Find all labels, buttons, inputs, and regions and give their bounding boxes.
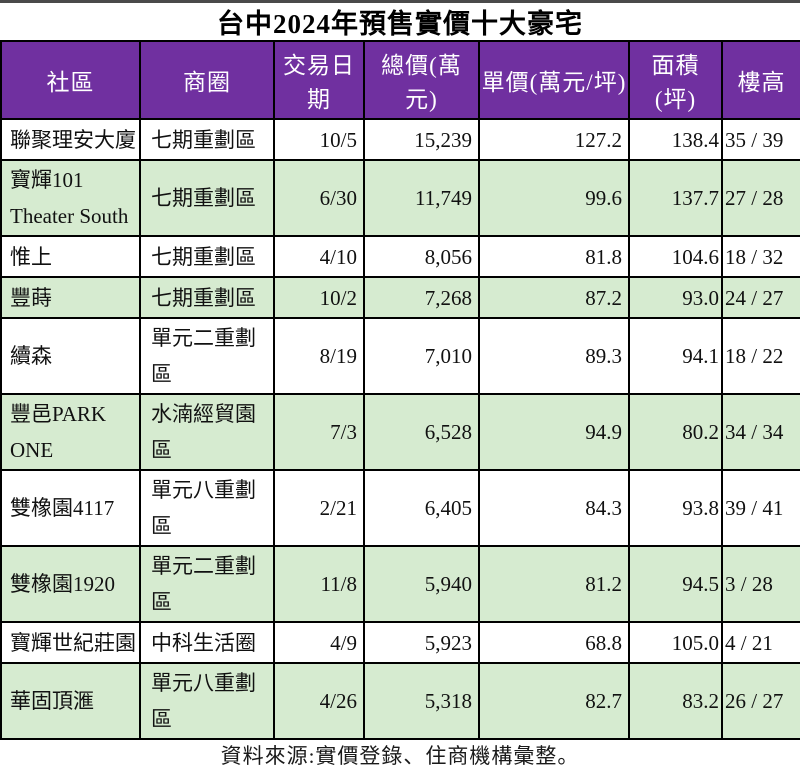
cell-total-price: 5,318 xyxy=(363,662,480,740)
cell-total-price: 6,405 xyxy=(363,469,480,547)
cell-total-price: 7,010 xyxy=(363,317,480,395)
table-row: 華固頂滙 單元八重劃區 4/26 5,318 82.7 83.2 26 / 27 xyxy=(0,662,800,740)
cell-area: 105.0 xyxy=(628,621,723,664)
cell-date: 10/5 xyxy=(273,118,365,161)
cell-area: 94.5 xyxy=(628,545,723,623)
col-header-total-price: 總價(萬元) xyxy=(363,40,480,120)
cell-district: 七期重劃區 xyxy=(139,235,275,278)
cell-floor: 3 / 28 xyxy=(721,545,800,623)
cell-district: 單元二重劃區 xyxy=(139,545,275,623)
cell-district: 單元二重劃區 xyxy=(139,317,275,395)
table-row: 聯聚理安大廈 七期重劃區 10/5 15,239 127.2 138.4 35 / 39 xyxy=(0,118,800,161)
cell-district: 水湳經貿園區 xyxy=(139,393,275,471)
cell-date: 10/2 xyxy=(273,276,365,319)
cell-area: 104.6 xyxy=(628,235,723,278)
cell-unit-price: 99.6 xyxy=(478,159,630,237)
page-title: 台中2024年預售實價十大豪宅 xyxy=(217,9,583,39)
source-note: 資料來源:實價登錄、住商機構彙整。 xyxy=(220,744,580,768)
cell-total-price: 15,239 xyxy=(363,118,480,161)
cell-unit-price: 81.2 xyxy=(478,545,630,623)
table-header: 社區 商圈 交易日期 總價(萬元) 單價(萬元/坪) 面積(坪) 樓高 xyxy=(0,40,800,120)
cell-floor: 35 / 39 xyxy=(721,118,800,161)
cell-unit-price: 87.2 xyxy=(478,276,630,319)
cell-area: 93.0 xyxy=(628,276,723,319)
cell-floor: 26 / 27 xyxy=(721,662,800,740)
luxury-homes-table: 社區 商圈 交易日期 總價(萬元) 單價(萬元/坪) 面積(坪) 樓高 聯聚理安… xyxy=(0,40,800,740)
table-row: 雙橡園1920 單元二重劃區 11/8 5,940 81.2 94.5 3 / 28 xyxy=(0,545,800,623)
table-row: 寶輝世紀莊園 中科生活圈 4/9 5,923 68.8 105.0 4 / 21 xyxy=(0,621,800,664)
table-row: 雙橡園4117 單元八重劃區 2/21 6,405 84.3 93.8 39 / 41 xyxy=(0,469,800,547)
cell-area: 138.4 xyxy=(628,118,723,161)
table-row: 寶輝101 Theater South 七期重劃區 6/30 11,749 99.6 13… xyxy=(0,159,800,237)
cell-total-price: 6,528 xyxy=(363,393,480,471)
col-header-unit-price: 單價(萬元/坪) xyxy=(478,40,630,120)
footer-band: 資料來源:實價登錄、住商機構彙整。 xyxy=(0,740,800,770)
cell-total-price: 7,268 xyxy=(363,276,480,319)
cell-date: 4/10 xyxy=(273,235,365,278)
cell-unit-price: 84.3 xyxy=(478,469,630,547)
cell-floor: 18 / 22 xyxy=(721,317,800,395)
header-row: 社區 商圈 交易日期 總價(萬元) 單價(萬元/坪) 面積(坪) 樓高 xyxy=(0,40,800,120)
cell-community: 寶輝101 Theater South xyxy=(0,159,141,237)
table-row: 豐蒔 七期重劃區 10/2 7,268 87.2 93.0 24 / 27 xyxy=(0,276,800,319)
col-header-floor: 樓高 xyxy=(721,40,800,120)
cell-floor: 27 / 28 xyxy=(721,159,800,237)
cell-district: 中科生活圈 xyxy=(139,621,275,664)
col-header-date: 交易日期 xyxy=(273,40,365,120)
cell-date: 4/26 xyxy=(273,662,365,740)
col-header-community: 社區 xyxy=(0,40,141,120)
cell-floor: 4 / 21 xyxy=(721,621,800,664)
cell-community: 聯聚理安大廈 xyxy=(0,118,141,161)
cell-district: 七期重劃區 xyxy=(139,276,275,319)
cell-unit-price: 82.7 xyxy=(478,662,630,740)
cell-floor: 34 / 34 xyxy=(721,393,800,471)
cell-community: 豐蒔 xyxy=(0,276,141,319)
col-header-district: 商圈 xyxy=(139,40,275,120)
cell-floor: 39 / 41 xyxy=(721,469,800,547)
cell-floor: 24 / 27 xyxy=(721,276,800,319)
cell-date: 7/3 xyxy=(273,393,365,471)
cell-date: 4/9 xyxy=(273,621,365,664)
cell-district: 七期重劃區 xyxy=(139,159,275,237)
cell-unit-price: 81.8 xyxy=(478,235,630,278)
cell-area: 83.2 xyxy=(628,662,723,740)
cell-area: 80.2 xyxy=(628,393,723,471)
cell-community: 豐邑PARK ONE xyxy=(0,393,141,471)
col-header-area: 面積(坪) xyxy=(628,40,723,120)
cell-total-price: 5,923 xyxy=(363,621,480,664)
cell-unit-price: 94.9 xyxy=(478,393,630,471)
cell-community: 寶輝世紀莊園 xyxy=(0,621,141,664)
table-body: 聯聚理安大廈 七期重劃區 10/5 15,239 127.2 138.4 35 / 39 寶輝… xyxy=(0,118,800,740)
cell-area: 94.1 xyxy=(628,317,723,395)
cell-unit-price: 68.8 xyxy=(478,621,630,664)
cell-floor: 18 / 32 xyxy=(721,235,800,278)
cell-community: 華固頂滙 xyxy=(0,662,141,740)
cell-district: 單元八重劃區 xyxy=(139,469,275,547)
cell-district: 七期重劃區 xyxy=(139,118,275,161)
cell-date: 11/8 xyxy=(273,545,365,623)
cell-community: 雙橡園1920 xyxy=(0,545,141,623)
cell-date: 6/30 xyxy=(273,159,365,237)
cell-community: 續森 xyxy=(0,317,141,395)
table-row: 惟上 七期重劃區 4/10 8,056 81.8 104.6 18 / 32 xyxy=(0,235,800,278)
cell-total-price: 5,940 xyxy=(363,545,480,623)
cell-total-price: 8,056 xyxy=(363,235,480,278)
table-row: 續森 單元二重劃區 8/19 7,010 89.3 94.1 18 / 22 xyxy=(0,317,800,395)
cell-community: 雙橡園4117 xyxy=(0,469,141,547)
cell-district: 單元八重劃區 xyxy=(139,662,275,740)
title-band: 台中2024年預售實價十大豪宅 xyxy=(0,3,800,40)
cell-area: 137.7 xyxy=(628,159,723,237)
cell-date: 2/21 xyxy=(273,469,365,547)
cell-total-price: 11,749 xyxy=(363,159,480,237)
cell-area: 93.8 xyxy=(628,469,723,547)
cell-unit-price: 127.2 xyxy=(478,118,630,161)
cell-date: 8/19 xyxy=(273,317,365,395)
table-row: 豐邑PARK ONE 水湳經貿園區 7/3 6,528 94.9 80.2 34 / 34 xyxy=(0,393,800,471)
cell-community: 惟上 xyxy=(0,235,141,278)
cell-unit-price: 89.3 xyxy=(478,317,630,395)
